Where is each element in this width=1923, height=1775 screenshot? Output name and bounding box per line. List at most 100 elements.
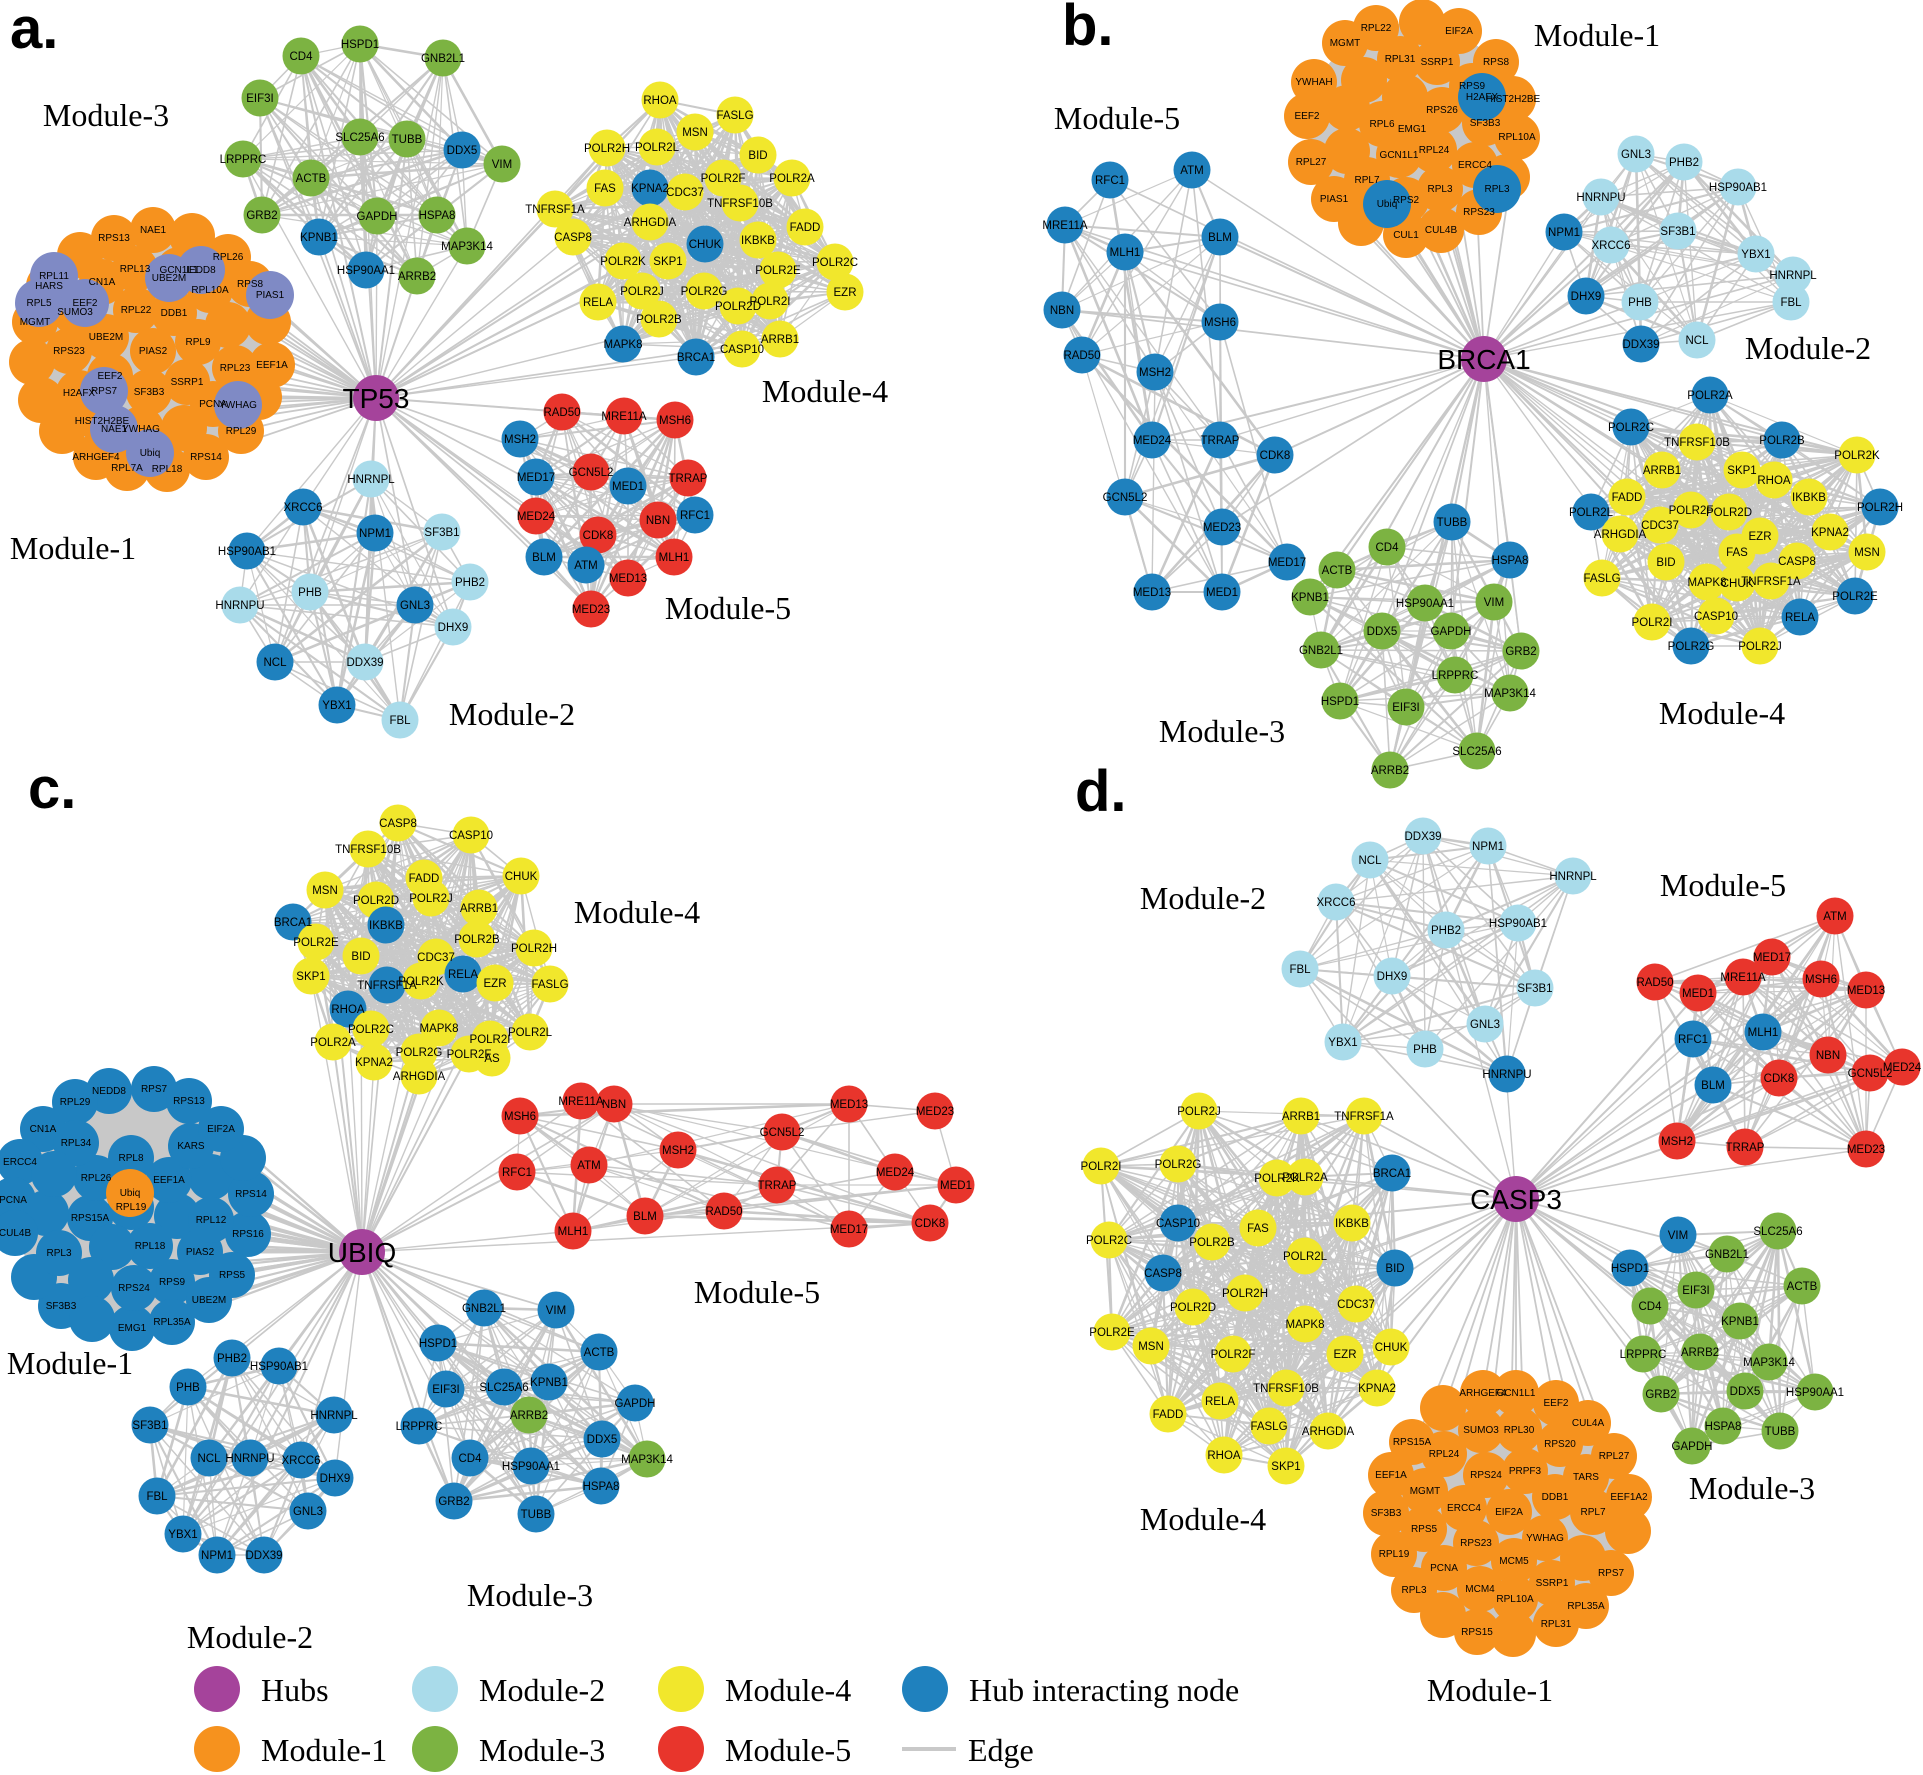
svg-text:TNFRSF10B: TNFRSF10B <box>707 198 773 210</box>
svg-text:SF3B1: SF3B1 <box>1517 983 1552 995</box>
svg-text:Ubiq: Ubiq <box>120 1188 141 1199</box>
svg-text:ARRB2: ARRB2 <box>1371 765 1409 777</box>
svg-text:RPS13: RPS13 <box>173 1096 205 1107</box>
svg-text:POLR2K: POLR2K <box>398 976 444 988</box>
svg-text:IKBKB: IKBKB <box>369 920 403 932</box>
svg-text:Module-2: Module-2 <box>479 1672 605 1708</box>
svg-text:CD4: CD4 <box>1638 1301 1662 1313</box>
svg-text:TRRAP: TRRAP <box>758 1180 797 1192</box>
svg-text:HSP90AB1: HSP90AB1 <box>1709 182 1767 194</box>
svg-text:EEF2: EEF2 <box>72 298 97 309</box>
svg-text:MLH1: MLH1 <box>1748 1027 1779 1039</box>
svg-text:RPS24: RPS24 <box>118 1283 150 1294</box>
svg-text:Module-5: Module-5 <box>1054 100 1180 136</box>
svg-text:Hubs: Hubs <box>261 1672 329 1708</box>
svg-text:GCN1L1: GCN1L1 <box>1497 1388 1536 1399</box>
svg-text:PHB: PHB <box>298 587 322 599</box>
svg-text:HIST2H2BE: HIST2H2BE <box>1486 94 1541 105</box>
svg-text:MSH6: MSH6 <box>1204 317 1236 329</box>
svg-text:BID: BID <box>748 150 767 162</box>
svg-text:MED23: MED23 <box>916 1106 954 1118</box>
svg-text:RPL24: RPL24 <box>1419 145 1450 156</box>
svg-text:IKBKB: IKBKB <box>1335 1218 1369 1230</box>
svg-text:UBIQ: UBIQ <box>328 1237 396 1268</box>
svg-text:CDK8: CDK8 <box>583 530 614 542</box>
svg-text:RPL11: RPL11 <box>39 271 69 282</box>
svg-text:BLM: BLM <box>532 552 556 564</box>
svg-text:d.: d. <box>1075 759 1127 824</box>
svg-text:CDC37: CDC37 <box>417 952 455 964</box>
svg-text:ATM: ATM <box>574 560 597 572</box>
svg-text:RFC1: RFC1 <box>1678 1034 1708 1046</box>
svg-text:YWHAG: YWHAG <box>1526 1533 1564 1544</box>
svg-text:SLC25A6: SLC25A6 <box>479 1382 528 1394</box>
svg-text:MED23: MED23 <box>1203 522 1241 534</box>
svg-text:POLR2L: POLR2L <box>508 1027 553 1039</box>
svg-text:DDX5: DDX5 <box>1730 1386 1761 1398</box>
svg-text:MRE11A: MRE11A <box>1720 972 1765 984</box>
svg-text:HNRNPL: HNRNPL <box>347 474 395 486</box>
svg-text:RPL29: RPL29 <box>226 426 257 437</box>
svg-text:Module-5: Module-5 <box>725 1732 851 1768</box>
svg-text:SSRP1: SSRP1 <box>1421 57 1454 68</box>
svg-text:GCN5L2: GCN5L2 <box>569 467 614 479</box>
svg-text:POLR2K: POLR2K <box>600 256 646 268</box>
svg-text:Module-4: Module-4 <box>725 1672 851 1708</box>
svg-text:BLM: BLM <box>1208 232 1232 244</box>
svg-text:CASP10: CASP10 <box>1156 1218 1200 1230</box>
svg-text:SLC25A6: SLC25A6 <box>1452 746 1501 758</box>
svg-text:RPS23: RPS23 <box>1463 207 1495 218</box>
svg-text:SF3B3: SF3B3 <box>1470 118 1501 129</box>
svg-text:DDB1: DDB1 <box>1542 1492 1569 1503</box>
svg-text:POLR2L: POLR2L <box>1283 1251 1328 1263</box>
svg-text:RPL12: RPL12 <box>196 1215 227 1226</box>
svg-text:TRRAP: TRRAP <box>1726 1142 1765 1154</box>
svg-text:MED13: MED13 <box>830 1099 868 1111</box>
svg-text:HSP90AB1: HSP90AB1 <box>1489 918 1547 930</box>
svg-text:MLH1: MLH1 <box>558 1226 589 1238</box>
svg-text:GNL3: GNL3 <box>400 600 430 612</box>
svg-text:RPL3: RPL3 <box>1427 184 1452 195</box>
svg-text:TNFRSF1A: TNFRSF1A <box>1741 576 1801 588</box>
svg-text:MSN: MSN <box>312 885 338 897</box>
svg-text:NBN: NBN <box>1816 1050 1840 1062</box>
svg-text:POLR2I: POLR2I <box>1081 1161 1122 1173</box>
svg-text:ERCC4: ERCC4 <box>3 1157 37 1168</box>
svg-text:CHUK: CHUK <box>1721 578 1754 590</box>
svg-text:FASLG: FASLG <box>1250 1421 1287 1433</box>
svg-text:Module-5: Module-5 <box>665 590 791 626</box>
svg-text:YBX1: YBX1 <box>1741 249 1770 261</box>
svg-text:ARHGDIA: ARHGDIA <box>393 1071 446 1083</box>
svg-text:CN1A: CN1A <box>89 277 116 288</box>
svg-text:HSP90AA1: HSP90AA1 <box>1786 1387 1844 1399</box>
svg-text:ATM: ATM <box>577 1160 600 1172</box>
svg-text:TRRAP: TRRAP <box>1201 435 1240 447</box>
svg-text:IEDD8: IEDD8 <box>186 265 216 276</box>
svg-text:RPS16: RPS16 <box>232 1229 264 1240</box>
svg-text:H2AFX: H2AFX <box>63 388 96 399</box>
svg-text:RFC1: RFC1 <box>1095 175 1125 187</box>
svg-text:RPS15A: RPS15A <box>1393 1437 1432 1448</box>
svg-text:FADD: FADD <box>409 873 440 885</box>
svg-text:EMG1: EMG1 <box>1398 124 1427 135</box>
svg-text:CDC37: CDC37 <box>1641 520 1679 532</box>
svg-text:KPNB1: KPNB1 <box>1721 1316 1759 1328</box>
svg-text:CASP3: CASP3 <box>1470 1184 1562 1215</box>
svg-text:HNRNPU: HNRNPU <box>215 600 264 612</box>
svg-text:EZR: EZR <box>484 978 507 990</box>
svg-text:RFC1: RFC1 <box>680 510 710 522</box>
svg-text:SSRP1: SSRP1 <box>1536 1578 1569 1589</box>
svg-text:EZR: EZR <box>1749 531 1772 543</box>
svg-text:MRE11A: MRE11A <box>601 411 646 423</box>
svg-text:GCN5L2: GCN5L2 <box>1103 492 1148 504</box>
svg-text:TRRAP: TRRAP <box>669 473 708 485</box>
svg-text:RHOA: RHOA <box>1207 1450 1241 1462</box>
svg-text:HSPD1: HSPD1 <box>341 39 379 51</box>
svg-text:GNL3: GNL3 <box>1470 1019 1500 1031</box>
svg-text:BRCA1: BRCA1 <box>677 352 715 364</box>
svg-text:NCL: NCL <box>1685 335 1709 347</box>
svg-text:GRB2: GRB2 <box>438 1496 469 1508</box>
svg-text:MED1: MED1 <box>612 481 644 493</box>
svg-text:XRCC6: XRCC6 <box>284 502 323 514</box>
svg-text:FASLG: FASLG <box>1583 573 1620 585</box>
